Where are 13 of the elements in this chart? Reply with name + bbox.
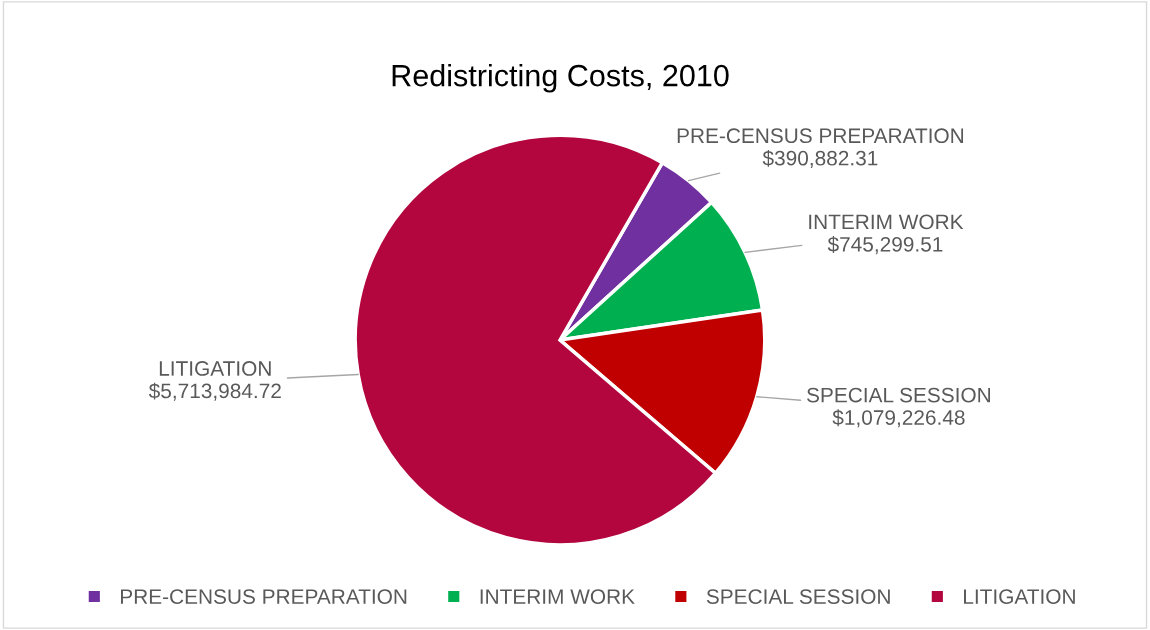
legend-label: INTERIM WORK (480, 589, 635, 604)
slice-label: INTERIM WORK (809, 214, 964, 230)
legend-label: SPECIAL SESSION (706, 589, 890, 604)
slice-label: PRE-CENSUS PREPARATION (677, 128, 964, 144)
legend-label: LITIGATION (964, 589, 1075, 604)
legend-label: PRE-CENSUS PREPARATION (121, 589, 407, 604)
data-label: $745,299.51 (827, 236, 943, 255)
data-label: $1,079,226.48 (832, 409, 965, 428)
chart-title: Redistricting Costs, 2010 (392, 64, 729, 93)
data-label: $390,882.31 (762, 149, 878, 169)
slice-label: SPECIAL SESSION (807, 387, 990, 403)
slice-label: LITIGATION (159, 361, 271, 376)
data-label: $5,713,984.72 (148, 382, 281, 401)
